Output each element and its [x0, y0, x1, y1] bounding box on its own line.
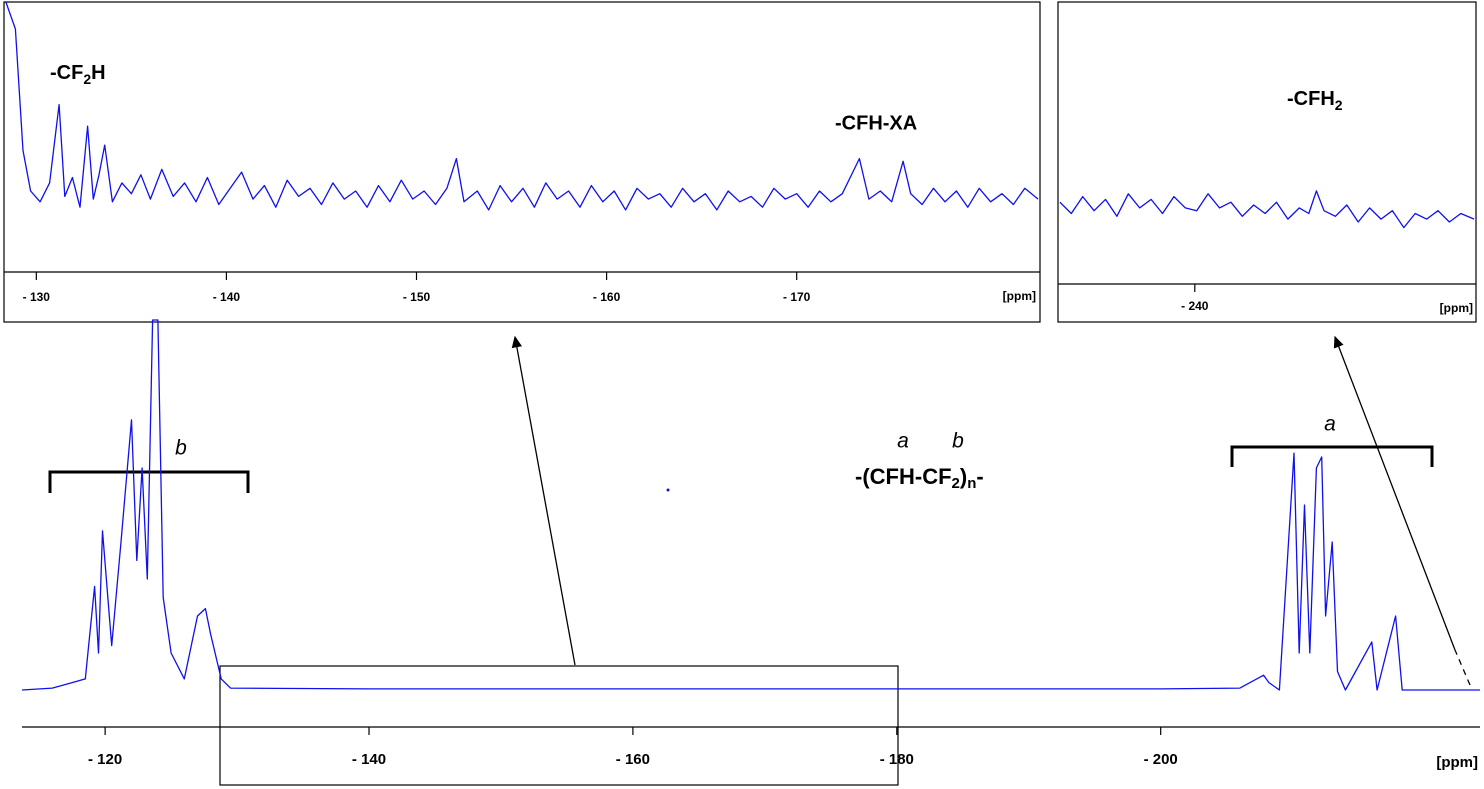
x-tick-label: - 200 [1144, 751, 1178, 768]
x-tick-label: - 170 [783, 290, 811, 304]
x-axis-label: [ppm] [1440, 301, 1473, 315]
formula-part: -(CFH-CF [855, 464, 952, 489]
arrow [1333, 335, 1456, 651]
annotation: -CF2H [50, 62, 106, 86]
annotation-sub: 2 [83, 71, 91, 87]
formula-sub: n [967, 475, 976, 492]
formula: -(CFH-CF2)n- [855, 464, 984, 492]
formula-sub: 2 [952, 475, 960, 492]
annotation-part: H [91, 62, 105, 84]
annotation-part: -CFH [1287, 88, 1335, 110]
x-tick-label: - 160 [616, 751, 650, 768]
formula-part: - [976, 464, 983, 489]
bracket-label: a [1324, 413, 1336, 436]
formula-label: b [952, 430, 964, 453]
x-tick-label: - 160 [593, 290, 621, 304]
annotation-part: -CF [50, 62, 83, 84]
x-tick-label: - 130 [23, 290, 51, 304]
x-axis-label: [ppm] [1436, 754, 1478, 771]
dot [666, 488, 670, 492]
formula-label: a [897, 430, 909, 453]
spectrum [5, 1, 1039, 211]
bracket-label: b [175, 437, 187, 460]
x-tick-label: - 150 [403, 290, 431, 304]
bracket [1230, 445, 1434, 467]
zoom-box [219, 665, 899, 786]
arrow-dashed [1454, 649, 1471, 686]
arrow [511, 335, 576, 666]
x-tick-label: - 240 [1181, 299, 1209, 313]
inset-frame [3, 1, 1041, 323]
spectrum [21, 319, 1480, 691]
spectrum [1059, 190, 1475, 229]
x-tick-label: - 140 [352, 751, 386, 768]
x-tick-label: - 180 [880, 751, 914, 768]
x-axis-label: [ppm] [1003, 289, 1036, 303]
formula-part: ) [960, 464, 967, 489]
inset-frame [1057, 1, 1477, 323]
annotation-sub: 2 [1335, 97, 1343, 113]
annotation: -CFH-XA [835, 112, 917, 134]
annotation: -CFH2 [1287, 88, 1343, 112]
x-tick-label: - 140 [213, 290, 241, 304]
x-tick-label: - 120 [88, 751, 122, 768]
